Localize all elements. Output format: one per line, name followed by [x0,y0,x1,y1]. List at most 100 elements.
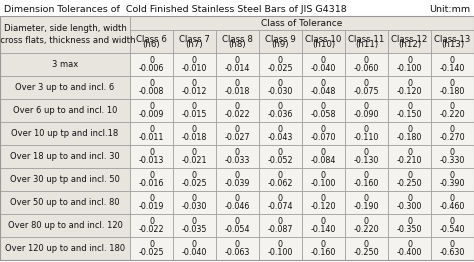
Bar [216,168,259,191]
Bar [0,99,130,122]
Text: 0: 0 [407,240,412,249]
Text: 0: 0 [192,240,197,249]
Text: 0: 0 [278,56,283,65]
Text: -0.180: -0.180 [440,87,465,96]
Text: -0.019: -0.019 [139,202,164,211]
Text: -0.100: -0.100 [397,64,422,73]
Text: 0: 0 [192,217,197,226]
Text: -0.021: -0.021 [182,156,207,165]
Bar [345,76,388,99]
Text: -0.390: -0.390 [440,179,465,188]
Bar [130,145,173,168]
Bar [431,168,474,191]
Text: -0.039: -0.039 [225,179,250,188]
Text: 0: 0 [321,125,326,134]
Text: 0: 0 [450,217,455,226]
Text: -0.160: -0.160 [311,248,336,257]
Bar [216,191,259,214]
Text: -0.300: -0.300 [397,202,422,211]
Text: 0: 0 [321,240,326,249]
Bar [388,214,431,237]
Bar [345,191,388,214]
Text: 0: 0 [278,194,283,203]
Bar [388,145,431,168]
Text: 0: 0 [235,240,240,249]
Text: -0.018: -0.018 [182,133,207,142]
Text: -0.100: -0.100 [268,248,293,257]
Text: Class 8: Class 8 [222,35,253,44]
Text: -0.630: -0.630 [440,248,465,257]
Text: 0: 0 [278,240,283,249]
Text: -0.160: -0.160 [354,179,379,188]
Text: 0: 0 [235,217,240,226]
Text: 0: 0 [364,194,369,203]
Text: -0.015: -0.015 [182,110,207,119]
Text: -0.040: -0.040 [311,64,336,73]
Bar [259,214,302,237]
Bar [388,237,431,260]
Bar [345,99,388,122]
Bar [345,214,388,237]
Text: 0: 0 [321,171,326,180]
Bar [259,237,302,260]
Text: Over 50 up to and incl. 80: Over 50 up to and incl. 80 [10,198,120,207]
Text: 0: 0 [278,102,283,111]
Text: -0.030: -0.030 [268,87,293,96]
Text: -0.058: -0.058 [311,110,336,119]
Text: 0: 0 [149,240,154,249]
Text: 0: 0 [192,194,197,203]
Text: Over 120 up to and incl. 180: Over 120 up to and incl. 180 [5,244,125,253]
Text: -0.036: -0.036 [268,110,293,119]
Text: 0: 0 [321,102,326,111]
Bar [302,53,345,76]
Text: 0: 0 [321,79,326,88]
Text: -0.046: -0.046 [225,202,250,211]
Text: Class of Tolerance: Class of Tolerance [261,19,343,28]
Bar [130,30,173,53]
Text: 0: 0 [450,79,455,88]
Bar [431,99,474,122]
Bar [130,99,173,122]
Text: 0: 0 [321,56,326,65]
Bar [302,30,345,53]
Bar [259,191,302,214]
Bar [431,76,474,99]
Bar [259,99,302,122]
Bar [345,30,388,53]
Text: 0: 0 [235,79,240,88]
Text: -0.052: -0.052 [268,156,293,165]
Text: -0.011: -0.011 [139,133,164,142]
Text: 0: 0 [321,148,326,157]
Bar [431,122,474,145]
Bar [431,191,474,214]
Text: -0.074: -0.074 [268,202,293,211]
Bar [0,191,130,214]
Text: -0.048: -0.048 [311,87,336,96]
Text: 0: 0 [192,148,197,157]
Text: 0: 0 [192,79,197,88]
Text: -0.140: -0.140 [311,225,336,234]
Text: Class 13: Class 13 [434,35,471,44]
Bar [388,122,431,145]
Bar [216,30,259,53]
Text: (h7): (h7) [186,40,203,49]
Bar [302,237,345,260]
Text: -0.400: -0.400 [397,248,422,257]
Text: (h13): (h13) [441,40,464,49]
Text: 0: 0 [149,171,154,180]
Text: -0.008: -0.008 [139,87,164,96]
Bar [130,191,173,214]
Text: 0: 0 [235,194,240,203]
Text: -0.025: -0.025 [268,64,293,73]
Text: -0.012: -0.012 [182,87,207,96]
Text: (h9): (h9) [272,40,289,49]
Bar [302,145,345,168]
Text: 0: 0 [364,56,369,65]
Text: -0.013: -0.013 [139,156,164,165]
Text: -0.043: -0.043 [268,133,293,142]
Text: -0.084: -0.084 [311,156,336,165]
Text: Over 30 up tp and incl. 50: Over 30 up tp and incl. 50 [10,175,120,184]
Bar [216,76,259,99]
Text: -0.350: -0.350 [397,225,422,234]
Text: Class 6: Class 6 [136,35,167,44]
